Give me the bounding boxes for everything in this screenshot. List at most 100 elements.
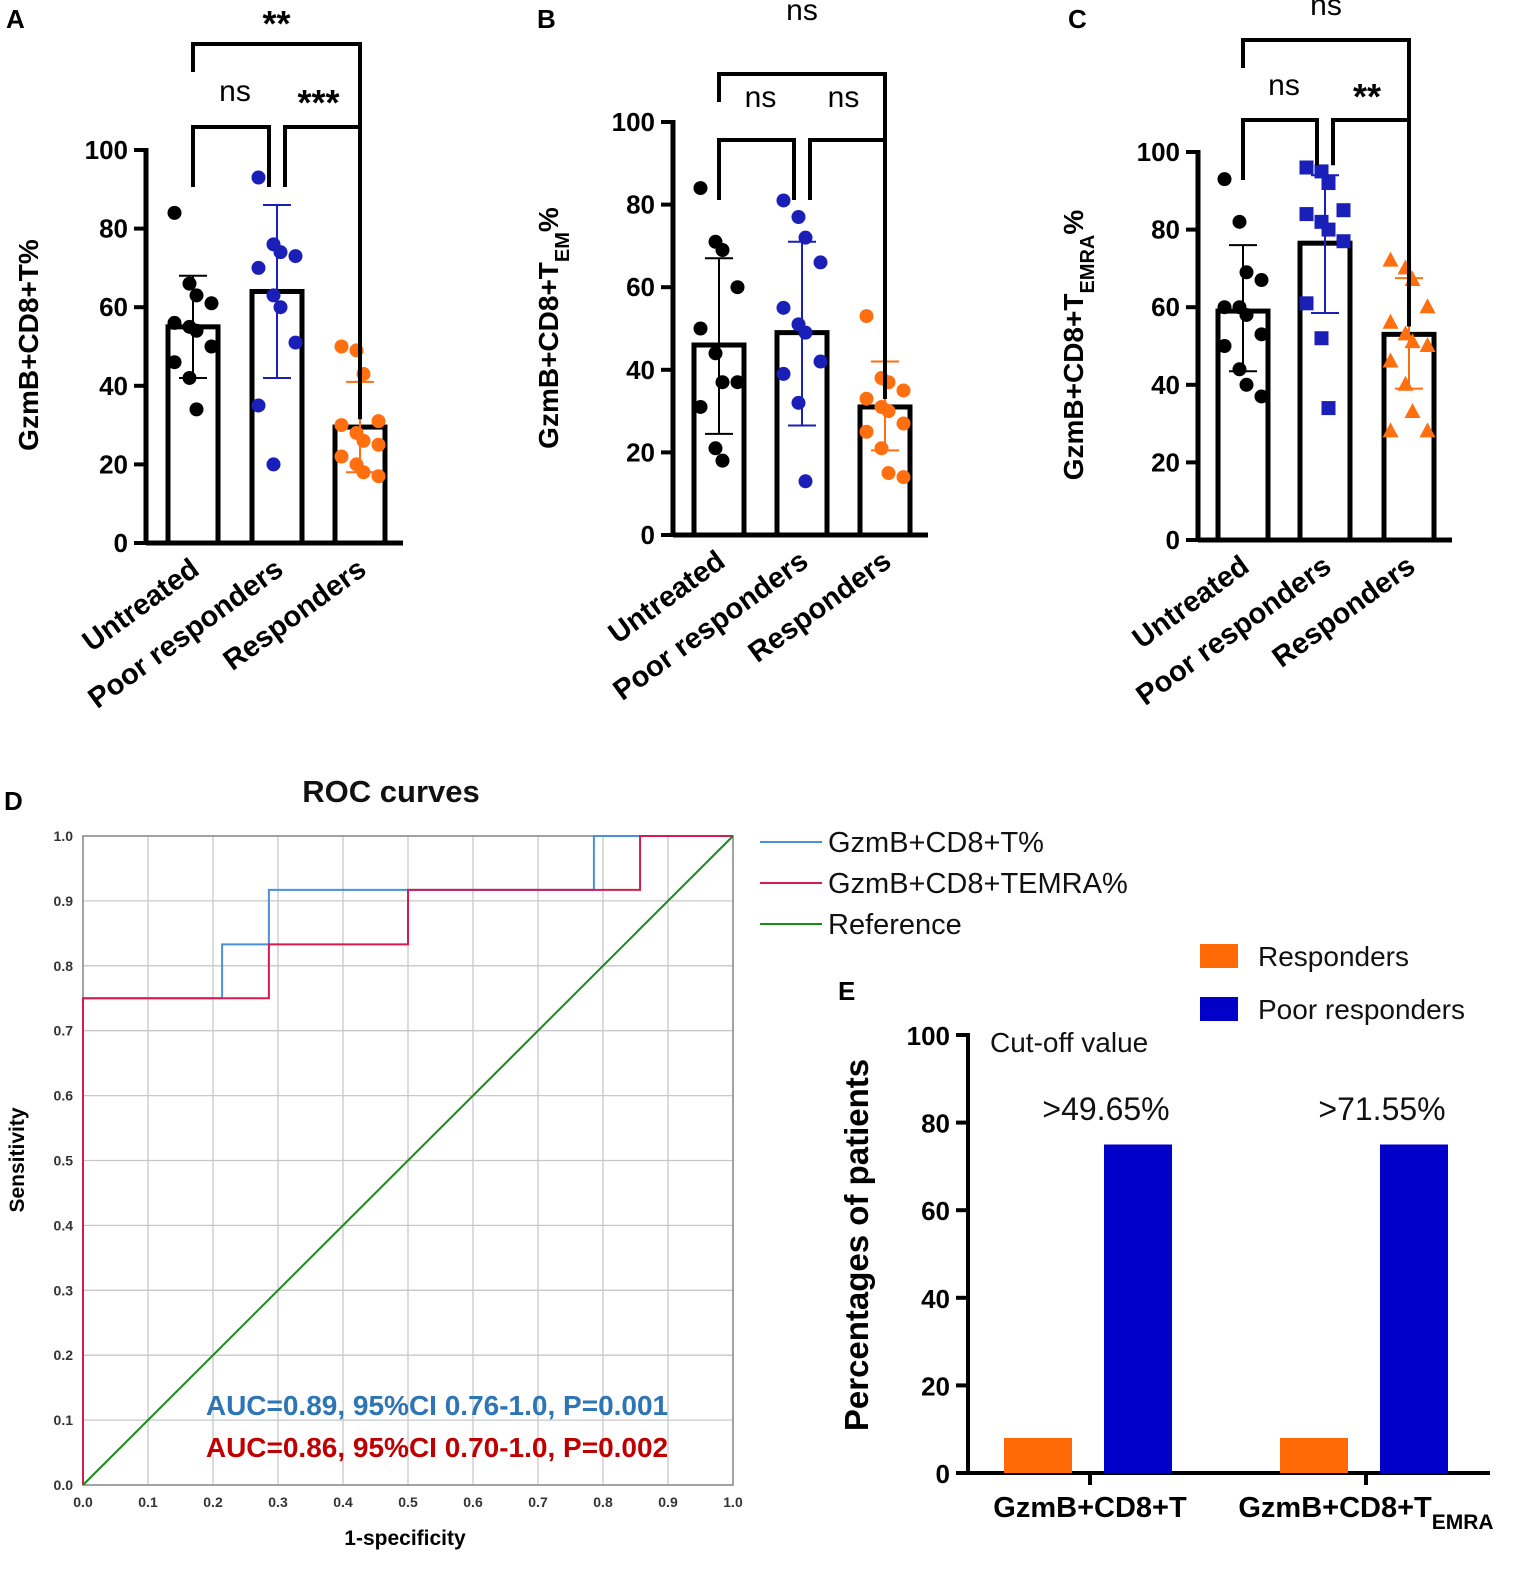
panel-b-y-tick-label: 100 xyxy=(612,107,655,137)
panel-b-point-0 xyxy=(715,243,730,258)
panel-a-point-2 xyxy=(334,418,349,433)
panel-c-point-1 xyxy=(1299,296,1314,311)
panel-c-point-1 xyxy=(1336,203,1351,218)
panel-c-point-0 xyxy=(1232,362,1247,377)
panel-b-point-1 xyxy=(798,325,813,340)
panel-a-point-0 xyxy=(167,355,182,370)
panel-b-y-tick-label: 60 xyxy=(626,272,655,302)
panel-c-point-0 xyxy=(1232,214,1247,229)
roc-y-tick-label: 0.4 xyxy=(54,1217,74,1233)
panel-b-significance-label-2: ns xyxy=(786,0,818,27)
panel-c-point-0 xyxy=(1217,339,1232,353)
panel-c-point-0 xyxy=(1239,377,1254,392)
roc-y-tick-label: 0.5 xyxy=(54,1153,74,1169)
panel-label-b: B xyxy=(537,4,556,34)
roc-y-tick-label: 1.0 xyxy=(54,828,74,844)
panel-c-point-2 xyxy=(1419,422,1436,438)
panel-c-comparison-bracket-0 xyxy=(1241,118,1319,180)
panel-c-point-1 xyxy=(1336,234,1351,249)
panel-a-point-2 xyxy=(371,437,386,452)
roc-y-tick-label: 0.7 xyxy=(54,1023,74,1039)
panel-c-point-1 xyxy=(1299,160,1314,175)
panel-a-point-1 xyxy=(266,457,281,472)
panel-c-point-2 xyxy=(1397,259,1414,275)
panel-b-point-1 xyxy=(791,395,806,410)
panel-a-y-tick-label: 0 xyxy=(114,528,128,558)
panel-b-point-1 xyxy=(813,255,828,270)
panel-c-point-2 xyxy=(1382,352,1399,368)
roc-x-tick-label: 0.8 xyxy=(593,1494,613,1510)
panel-c-comparison-bracket-2 xyxy=(1241,38,1411,327)
panel-b-point-0 xyxy=(708,441,723,456)
panel-label-e: E xyxy=(838,976,855,1006)
panel-e-y-tick-label: 80 xyxy=(921,1109,950,1139)
roc-x-tick-label: 1.0 xyxy=(723,1494,743,1510)
roc-legend-label-0: GzmB+CD8+T% xyxy=(828,827,1044,859)
roc-x-tick-label: 0.7 xyxy=(528,1494,548,1510)
panel-label-a: A xyxy=(6,4,25,34)
roc-series-line-1 xyxy=(82,835,733,1485)
panel-b-comparison-bracket-0 xyxy=(717,138,796,200)
panel-e-bar-poor-responders-0 xyxy=(1104,1144,1172,1473)
panel-c-point-0 xyxy=(1254,327,1269,342)
panel-a-point-2 xyxy=(371,469,386,484)
panel-b-comparison-bracket-2 xyxy=(717,72,887,399)
panel-a-comparison-bracket-0 xyxy=(191,125,271,187)
panel-e-y-tick-label: 40 xyxy=(921,1284,950,1314)
panel-a-point-1 xyxy=(251,170,266,185)
panel-e-cutoff-value-0: >49.65% xyxy=(1042,1091,1169,1127)
panel-c-point-0 xyxy=(1217,172,1232,187)
panel-label-c: C xyxy=(1068,4,1087,34)
panel-a-point-0 xyxy=(189,323,204,338)
roc-y-tick-label: 0.2 xyxy=(54,1347,74,1363)
panel-a-point-1 xyxy=(273,245,288,260)
panel-b-y-axis-label: GzmB+CD8+TEM% xyxy=(533,207,574,449)
roc-x-axis-label: 1-specificity xyxy=(344,1527,466,1550)
panel-e-cutoff-value-1: >71.55% xyxy=(1318,1091,1445,1127)
panel-c-point-2 xyxy=(1382,422,1399,438)
panel-c-point-2 xyxy=(1404,402,1421,418)
roc-auc-annotation-t: AUC=0.89, 95%CI 0.76-1.0, P=0.001 xyxy=(206,1390,668,1421)
panel-c-point-1 xyxy=(1299,207,1314,222)
panel-e-legend-swatch-poor-responders xyxy=(1200,997,1238,1021)
panel-a-point-1 xyxy=(288,249,303,264)
panel-b-point-0 xyxy=(693,399,708,414)
panel-e-y-axis-label: Percentages of patients xyxy=(838,1059,875,1431)
panel-c-significance-label-1: ** xyxy=(1353,76,1381,117)
panel-e-legend-label-responders: Responders xyxy=(1258,941,1409,972)
panel-b-point-0 xyxy=(693,181,708,196)
panel-b-category-label-2: Responders xyxy=(743,545,897,669)
roc-x-tick-label: 0.0 xyxy=(73,1494,93,1510)
panel-b-point-1 xyxy=(776,193,791,208)
panel-a-point-2 xyxy=(334,339,349,354)
roc-y-axis-label: Sensitivity xyxy=(6,1107,29,1212)
panel-c-point-0 xyxy=(1254,389,1269,404)
roc-y-tick-label: 0.8 xyxy=(54,958,74,974)
panel-a-category-label-2: Responders xyxy=(218,553,372,677)
panel-c-point-2 xyxy=(1419,298,1436,314)
panel-a-point-0 xyxy=(182,370,197,385)
panel-c-point-2 xyxy=(1397,325,1414,341)
panel-c-category-label-2: Responders xyxy=(1267,550,1421,674)
panel-b-point-1 xyxy=(798,230,813,245)
panel-b-point-0 xyxy=(715,375,730,390)
panel-b-point-2 xyxy=(896,470,911,485)
panel-b-point-0 xyxy=(715,453,730,468)
panel-b-point-2 xyxy=(874,441,889,456)
panel-a-point-2 xyxy=(371,414,386,429)
panel-a-point-0 xyxy=(182,276,197,291)
panel-b-point-2 xyxy=(859,391,874,406)
panel-c-point-0 xyxy=(1239,265,1254,280)
panel-a-point-2 xyxy=(356,433,371,448)
panel-c-point-2 xyxy=(1404,333,1421,349)
panel-b-point-0 xyxy=(730,375,745,390)
panel-c-y-axis-label: GzmB+CD8+TEMRA% xyxy=(1058,210,1099,481)
panel-b-y-tick-label: 40 xyxy=(626,355,655,385)
panel-c-point-1 xyxy=(1321,401,1336,416)
panel-c-point-1 xyxy=(1314,331,1329,346)
panel-b-point-1 xyxy=(813,354,828,369)
panel-d-roc-chart: ROC curves 0.0 0.1 0.2 0.3 0.4 0.5 0.6 0.7 0.8 0.9… xyxy=(6,774,1128,1550)
panel-label-d: D xyxy=(4,786,23,816)
roc-x-tick-label: 0.6 xyxy=(463,1494,483,1510)
